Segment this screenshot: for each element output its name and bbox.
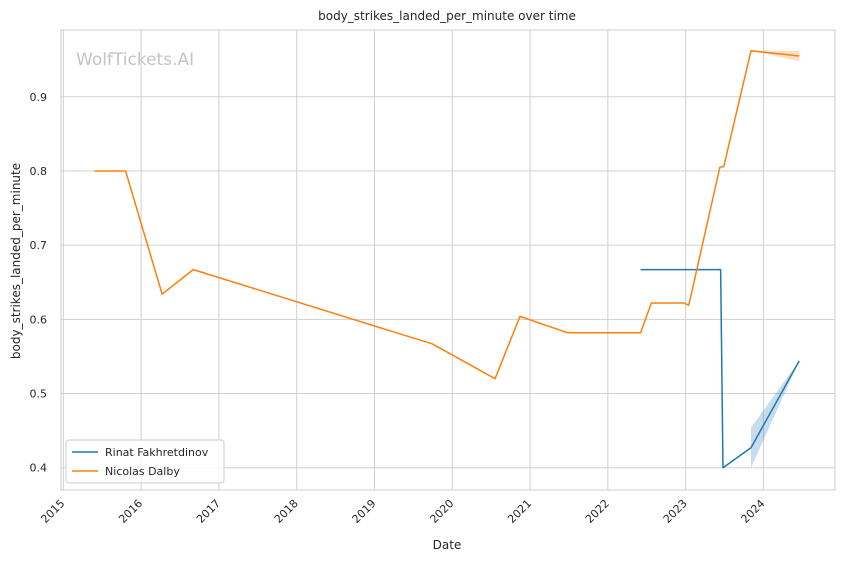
x-tick-label: 2015 — [38, 497, 67, 526]
y-tick-label: 0.4 — [30, 462, 48, 475]
legend-label-rinat-fakhretdinov: Rinat Fakhretdinov — [105, 446, 209, 459]
confidence-bands — [750, 50, 800, 468]
band-rinat-fakhretdinov — [750, 360, 800, 468]
watermark-text: WolfTickets.AI — [76, 50, 194, 70]
x-tick-label: 2024 — [739, 497, 768, 526]
x-tick-label: 2022 — [583, 497, 612, 526]
plot-frame — [60, 29, 836, 491]
y-axis-title: body_strikes_landed_per_minute — [9, 163, 23, 359]
y-tick-label: 0.8 — [30, 165, 48, 178]
series-line-rinat-fakhretdinov — [640, 268, 800, 469]
series-lines — [94, 50, 800, 469]
legend-box — [65, 439, 225, 484]
y-tick-label: 0.6 — [30, 313, 48, 326]
x-tick-label: 2016 — [116, 497, 145, 526]
x-tick-label: 2020 — [427, 497, 456, 526]
y-tick-label: 0.5 — [30, 388, 48, 401]
x-tick-label: 2017 — [194, 497, 223, 526]
x-tick-label: 2023 — [661, 497, 690, 526]
legend: Rinat Fakhretdinov Nicolas Dalby — [65, 439, 225, 484]
y-axis-ticks: 0.4 0.5 0.6 0.7 0.8 0.9 — [30, 91, 48, 475]
chart-title: body_strikes_landed_per_minute over time — [318, 9, 576, 23]
x-axis-ticks: 2015 2016 2017 2018 2019 2020 2021 2022 2023 2024 — [38, 497, 767, 526]
grid-lines — [61, 30, 835, 490]
series-line-nicolas-dalby — [94, 50, 800, 380]
legend-label-nicolas-dalby: Nicolas Dalby — [105, 465, 180, 478]
x-axis-title: Date — [433, 538, 462, 552]
y-tick-label: 0.9 — [30, 91, 48, 104]
x-tick-label: 2021 — [505, 497, 534, 526]
x-tick-label: 2019 — [350, 497, 379, 526]
band-nicolas-dalby — [750, 50, 800, 62]
x-tick-label: 2018 — [272, 497, 301, 526]
y-tick-label: 0.7 — [30, 239, 48, 252]
